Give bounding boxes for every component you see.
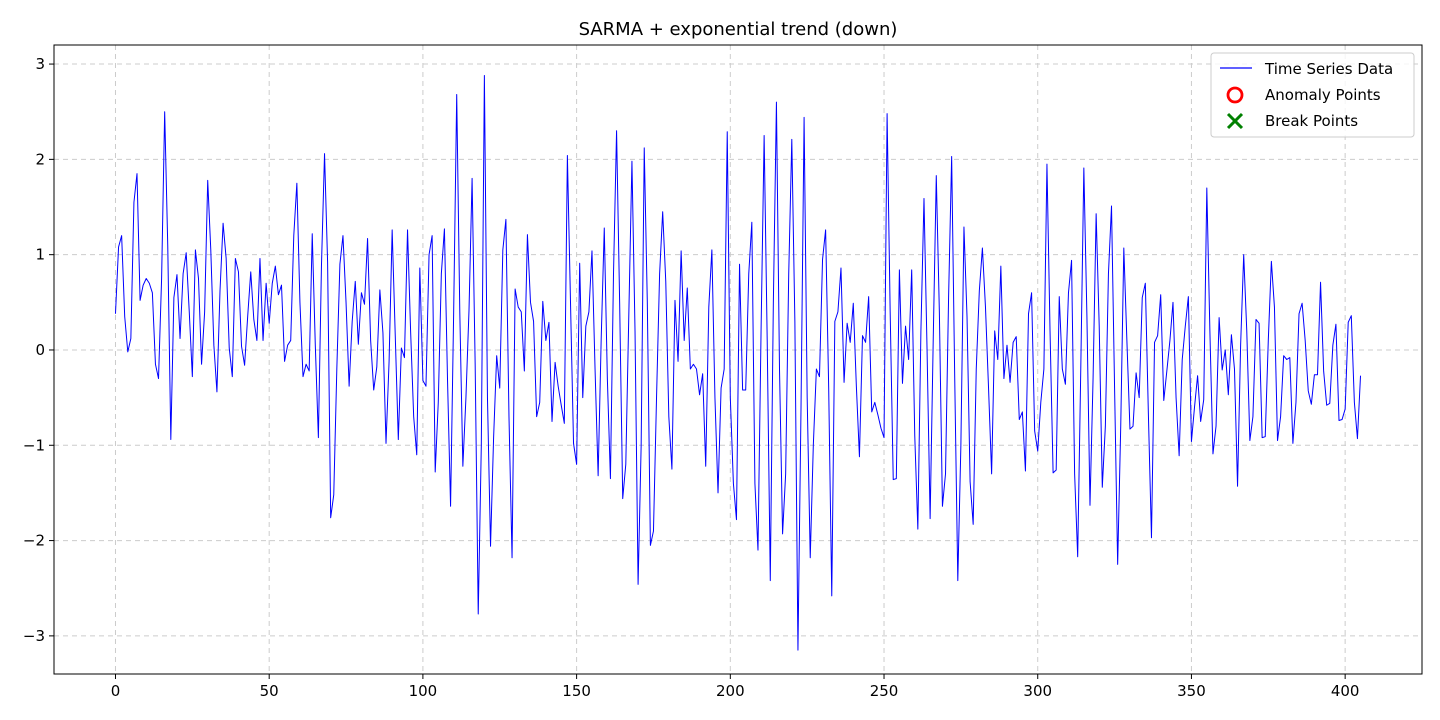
y-tick-label: 0 [35,341,45,359]
y-tick-label: −3 [23,627,45,645]
y-tick-label: −2 [23,532,45,550]
x-tick-label: 100 [409,682,438,700]
legend-label-anomaly: Anomaly Points [1265,86,1381,104]
x-tick-label: 50 [260,682,279,700]
series-layer [114,75,1362,651]
legend-box [1210,52,1415,138]
grid [54,45,1422,674]
y-tick-label: −1 [23,436,45,454]
y-tick-label: 1 [35,246,45,264]
y-tick-label: 3 [35,55,45,73]
y-axis: −3 −2 −1 0 1 2 3 [23,55,54,645]
series-line-time-series [114,75,1362,651]
x-tick-label: 350 [1177,682,1206,700]
x-axis: 0 50 100 150 200 250 300 350 400 [111,674,1360,700]
y-tick-label: 2 [35,150,45,168]
legend-circle-marker [1226,86,1244,104]
legend-label-break: Break Points [1265,112,1358,130]
plot-frame [53,44,1423,675]
x-tick-label: 200 [716,682,745,700]
x-tick-label: 0 [111,682,121,700]
legend-x-marker [1226,112,1244,130]
x-tick-label: 150 [562,682,591,700]
x-tick-label: 400 [1331,682,1360,700]
legend-label-time-series: Time Series Data [1264,60,1393,78]
chart-title: SARMA + exponential trend (down) [579,19,898,40]
x-tick-label: 300 [1023,682,1052,700]
x-tick-label: 250 [870,682,899,700]
legend: Time Series Data Anomaly Points Break Po… [1210,52,1415,138]
